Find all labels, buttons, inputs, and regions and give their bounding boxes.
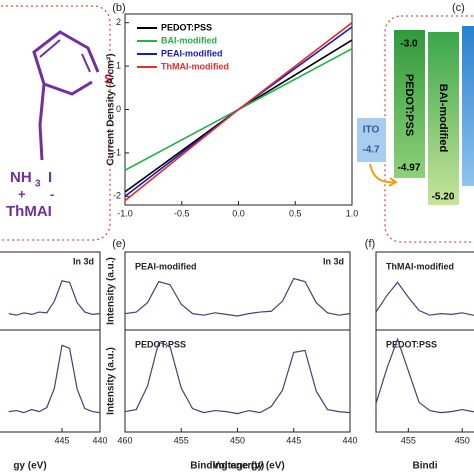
x-tick-label: 460: [117, 435, 132, 445]
atom-label: S: [104, 71, 113, 86]
x-tick-label: 450: [230, 435, 245, 445]
panel-label: (f): [365, 238, 375, 250]
y-axis-label: Intensity (a.u.): [106, 257, 117, 325]
spectrum-line: [375, 337, 474, 414]
ito-level: -4.7: [362, 145, 380, 156]
x-tick-label: 450: [455, 435, 470, 445]
x-tick-label: 445: [286, 435, 301, 445]
trace-label: PEAI-modified: [135, 261, 197, 271]
x-tick-label: 440: [92, 435, 107, 445]
spectrum-line: [124, 341, 351, 415]
x-axis-label: Binding energy (eV): [190, 461, 284, 472]
x-tick-label: 0.0: [232, 208, 245, 218]
y-tick-label: 1: [116, 60, 121, 70]
panel-label: (e): [112, 238, 125, 250]
anion-label: I: [48, 169, 52, 186]
y-tick-label: 2: [116, 17, 121, 27]
amine-label: NH: [10, 169, 32, 186]
ito-box: [357, 118, 386, 162]
y-tick-label: 0: [116, 104, 121, 114]
energy-bar: [462, 26, 474, 186]
ito-name: ITO: [363, 125, 380, 136]
molecule: [32, 30, 100, 161]
legend-label: BAI-modified: [161, 35, 217, 45]
x-axis-label: Bindi: [413, 461, 438, 472]
y-axis-label: Current Density (A/cm²): [106, 53, 117, 165]
legend-label: PEDOT:PSS: [161, 22, 212, 32]
spectrum-line: [375, 281, 474, 316]
x-tick-label: 455: [401, 435, 416, 445]
plot-frame: [0, 329, 101, 433]
trace-label: PEDOT:PSS: [386, 339, 437, 349]
level-top: -3.0: [400, 39, 418, 50]
x-tick-label: 445: [54, 435, 69, 445]
level-bottom: -4.97: [398, 163, 421, 174]
x-tick-label: 1.0: [346, 208, 359, 218]
x-tick-label: -1.0: [117, 208, 133, 218]
charge-minus: -: [50, 186, 54, 201]
panel-label: (b): [112, 2, 125, 14]
x-axis-label: Voltage (V): [213, 461, 264, 472]
level-bottom: -5.20: [432, 192, 455, 203]
x-tick-label: 455: [174, 435, 189, 445]
spectrum-line: [124, 277, 351, 317]
x-tick-label: 440: [342, 435, 357, 445]
trace-label: PEDOT:PSS: [135, 339, 186, 349]
plot-frame: [375, 329, 474, 433]
panel-label: (c): [452, 2, 465, 14]
energy-bar: [394, 30, 425, 178]
legend-label: ThMAI-modified: [161, 61, 229, 71]
energy-bar: [428, 32, 459, 205]
annotation: In 3d: [73, 256, 94, 266]
charge-plus: +: [18, 186, 26, 201]
x-tick-label: -0.5: [174, 208, 190, 218]
bar-name: BAI-modified: [437, 84, 449, 152]
series-line: [124, 22, 353, 202]
legend-label: PEAI-modified: [161, 48, 223, 58]
y-tick-label: -2: [113, 191, 121, 201]
spectrum-line: [8, 280, 101, 316]
series-line: [124, 26, 353, 197]
trace-label: ThMAI-modified: [386, 261, 454, 271]
x-axis-label: gy (eV): [13, 461, 46, 472]
series-line: [124, 39, 353, 193]
arrow-head: [388, 177, 398, 187]
bar-name: PEDOT:PSS: [403, 74, 415, 136]
y-axis-label: Intensity (a.u.): [106, 347, 117, 415]
amine-subscript: 3: [35, 179, 41, 190]
annotation: In 3d: [323, 256, 344, 266]
molecule-name: ThMAI: [6, 203, 52, 220]
y-tick-label: -1: [113, 147, 121, 157]
x-tick-label: 0.5: [289, 208, 302, 218]
spectrum-line: [8, 344, 101, 414]
arrow: [369, 163, 395, 184]
